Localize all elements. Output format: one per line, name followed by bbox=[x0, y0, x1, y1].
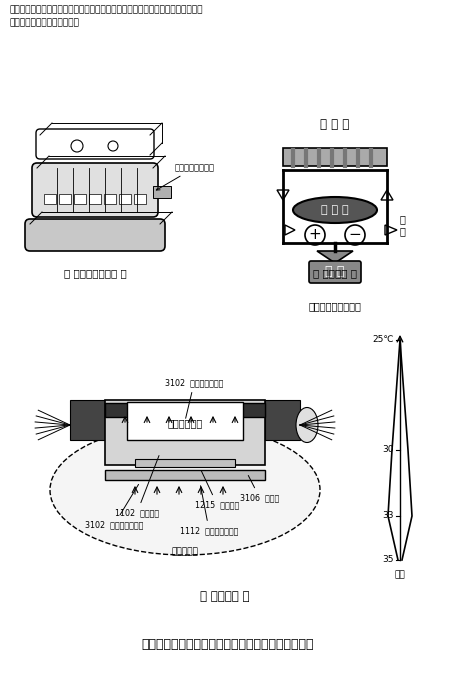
Text: 30: 30 bbox=[382, 445, 393, 454]
Text: 33: 33 bbox=[382, 511, 393, 521]
Text: 【 熱発電ブロック 】: 【 熱発電ブロック 】 bbox=[64, 268, 126, 278]
Text: 3106  裏ぶた: 3106 裏ぶた bbox=[239, 475, 278, 502]
Text: 35: 35 bbox=[382, 555, 393, 565]
Bar bbox=[127, 402, 243, 440]
Text: 3102  下蓋（断熱面）: 3102 下蓋（断熱面） bbox=[85, 484, 143, 529]
Text: 熱発電モジュール: 熱発電モジュール bbox=[156, 163, 214, 190]
Text: 電
流: 電 流 bbox=[399, 214, 405, 236]
Text: 低 温 側: 低 温 側 bbox=[320, 118, 349, 131]
Text: 1102  二次電池: 1102 二次電池 bbox=[115, 456, 159, 517]
Bar bbox=[104, 194, 116, 204]
Bar bbox=[59, 194, 71, 204]
Text: 温度差で電流を発生: 温度差で電流を発生 bbox=[308, 301, 361, 311]
FancyBboxPatch shape bbox=[308, 261, 360, 283]
FancyBboxPatch shape bbox=[25, 219, 165, 251]
Ellipse shape bbox=[295, 407, 317, 443]
Bar bbox=[283, 148, 386, 166]
Polygon shape bbox=[276, 190, 288, 200]
Text: 3102  上蓋（放熱面）: 3102 上蓋（放熱面） bbox=[165, 378, 223, 418]
Text: 温度: 温度 bbox=[394, 570, 404, 579]
Text: 【 発電原理 】: 【 発電原理 】 bbox=[312, 268, 356, 278]
Ellipse shape bbox=[50, 425, 319, 555]
Text: 高 温 側: 高 温 側 bbox=[320, 205, 348, 215]
Bar bbox=[89, 194, 101, 204]
Polygon shape bbox=[380, 190, 392, 200]
FancyBboxPatch shape bbox=[36, 129, 154, 159]
Text: 出 力: 出 力 bbox=[324, 266, 344, 279]
Text: 熱源（腕）: 熱源（腕） bbox=[171, 547, 198, 556]
Text: 25℃: 25℃ bbox=[372, 336, 393, 344]
Text: 人が体温として発生する熱エネルギーを，〈ゼーベック効果〉の原理を用いて，
電気エネルギーに変換する。: 人が体温として発生する熱エネルギーを，〈ゼーベック効果〉の原理を用いて， 電気エ… bbox=[10, 5, 203, 27]
Bar bbox=[105, 470, 264, 480]
Text: 水晶式ムーブメント（熱発電式アナログクオーツ）: 水晶式ムーブメント（熱発電式アナログクオーツ） bbox=[142, 638, 313, 651]
Polygon shape bbox=[284, 225, 294, 235]
Bar bbox=[105, 400, 264, 465]
Bar bbox=[74, 194, 86, 204]
Text: 1112  熱発電ブロック: 1112 熱発電ブロック bbox=[180, 485, 238, 535]
Text: ムーブメント: ムーブメント bbox=[167, 418, 202, 428]
Bar bbox=[70, 400, 105, 440]
FancyBboxPatch shape bbox=[32, 163, 157, 217]
Bar bbox=[105, 403, 264, 417]
Bar bbox=[44, 194, 56, 204]
Text: +: + bbox=[308, 228, 321, 243]
Polygon shape bbox=[384, 225, 396, 235]
Ellipse shape bbox=[293, 197, 376, 223]
Bar bbox=[119, 194, 131, 204]
Text: 【 時計構造 】: 【 時計構造 】 bbox=[200, 590, 249, 603]
Text: −: − bbox=[348, 228, 360, 243]
Bar bbox=[264, 400, 299, 440]
Polygon shape bbox=[316, 251, 352, 263]
Bar bbox=[134, 194, 146, 204]
Bar bbox=[153, 186, 171, 198]
Bar bbox=[135, 459, 234, 467]
Text: 1215  回路基板: 1215 回路基板 bbox=[195, 471, 239, 509]
